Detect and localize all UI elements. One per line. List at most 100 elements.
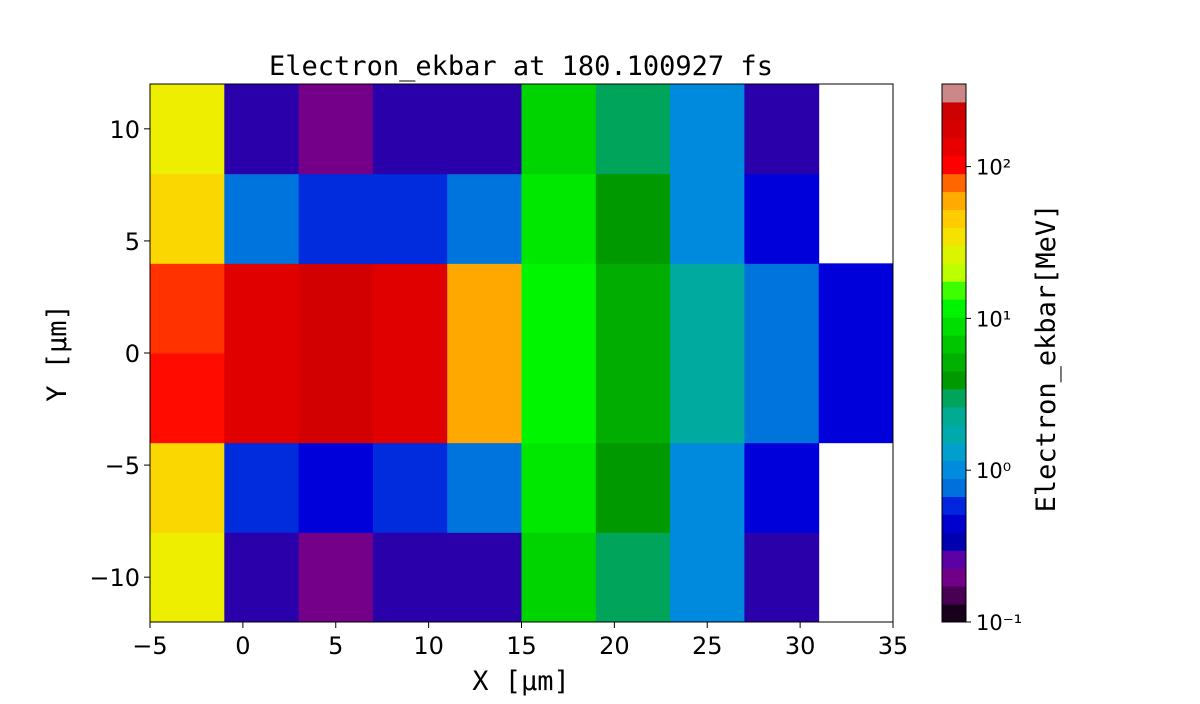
colorbar-band — [942, 119, 966, 139]
heatmap-cell — [372, 442, 448, 533]
x-tick-label: 20 — [599, 632, 630, 660]
colorbar-tick-label: 10⁰ — [976, 459, 1011, 483]
colorbar-band — [942, 388, 966, 408]
y-tick-label: −10 — [89, 564, 140, 592]
heatmap-cell — [521, 353, 597, 444]
heatmap-cell — [521, 84, 597, 175]
colorbar-band — [942, 550, 966, 569]
heatmap-cell — [372, 173, 448, 264]
colorbar-band — [942, 173, 966, 193]
x-tick-label: 0 — [235, 632, 250, 660]
colorbar-band — [942, 245, 966, 264]
colorbar-band — [942, 84, 966, 103]
colorbar-tick-label: 10² — [976, 156, 1011, 180]
x-tick-label: 25 — [692, 632, 723, 660]
heatmap-cell — [372, 84, 448, 175]
x-tick-label: 30 — [785, 632, 816, 660]
x-axis-label: X [μm] — [472, 666, 570, 697]
colorbar-band — [942, 281, 966, 300]
colorbar-band — [942, 406, 966, 426]
colorbar-band — [942, 353, 966, 372]
heatmap-cell — [224, 263, 300, 354]
heatmap-cell — [224, 442, 300, 533]
heatmap-cell — [521, 173, 597, 264]
heatmap-cell — [224, 532, 300, 623]
heatmap-cell — [150, 532, 225, 623]
heatmap-cell — [670, 353, 745, 444]
colorbar-band — [942, 209, 966, 228]
heatmap-cell — [744, 84, 820, 175]
colorbar-tick-label: 10¹ — [976, 307, 1011, 331]
colorbar-band — [942, 155, 966, 175]
y-tick-label: 0 — [125, 340, 140, 368]
heatmap-cell — [670, 173, 745, 264]
colorbar-band — [942, 101, 966, 121]
heatmap-cell — [744, 263, 820, 354]
heatmap-cell — [447, 173, 522, 264]
heatmap-cell — [670, 263, 745, 354]
heatmap-cell — [595, 84, 671, 175]
heatmap-cell — [298, 263, 374, 354]
colorbar-tick-label: 10⁻¹ — [976, 611, 1022, 635]
heatmap-cell — [595, 532, 671, 623]
x-tick-label: 10 — [413, 632, 444, 660]
colorbar-frame — [941, 83, 967, 623]
heatmap-cell — [595, 263, 671, 354]
heatmap-cell — [150, 263, 225, 354]
heatmap-cell — [744, 532, 820, 623]
heatmap-cell — [447, 442, 522, 533]
x-tick-label: −5 — [132, 632, 167, 660]
colorbar-band — [942, 137, 966, 157]
heatmap-cell — [595, 173, 671, 264]
heatmap-cell — [521, 442, 597, 533]
colorbar-band — [942, 227, 966, 246]
heatmap-cell — [372, 353, 448, 444]
colorbar-band — [942, 496, 966, 515]
colorbar-band — [942, 370, 966, 390]
heatmap-cell — [447, 263, 522, 354]
heatmap-cell — [595, 442, 671, 533]
heatmap-cell — [298, 532, 374, 623]
colorbar-band — [942, 424, 966, 444]
heatmap-cell — [150, 173, 225, 264]
heatmap-cell — [521, 263, 597, 354]
colorbar — [942, 84, 966, 623]
heatmap-cell — [298, 442, 374, 533]
heatmap-cell — [298, 84, 374, 175]
heatmap-cell — [372, 263, 448, 354]
heatmap-cell — [447, 353, 522, 444]
x-tick-label: 5 — [328, 632, 343, 660]
colorbar-label: Electron_ekbar[MeV] — [1031, 204, 1062, 513]
heatmap-cell — [818, 263, 894, 354]
heatmap-cell — [670, 84, 745, 175]
colorbar-band — [942, 568, 966, 587]
heatmap-cell — [595, 353, 671, 444]
heatmap-cell — [298, 173, 374, 264]
colorbar-band — [942, 263, 966, 282]
heatmap-cell — [224, 353, 300, 444]
colorbar-band — [942, 532, 966, 551]
colorbar-band — [942, 586, 966, 605]
heatmap — [150, 84, 894, 623]
colorbar-band — [942, 442, 966, 462]
heatmap-cell — [447, 532, 522, 623]
y-axis-label: Y [μm] — [42, 304, 73, 402]
heatmap-cell — [521, 532, 597, 623]
heatmap-cell — [224, 173, 300, 264]
x-tick-label: 35 — [878, 632, 909, 660]
y-tick-label: 10 — [109, 116, 140, 144]
heatmap-cell — [744, 442, 820, 533]
heatmap-cell — [670, 442, 745, 533]
heatmap-cell — [150, 353, 225, 444]
y-tick-label: −5 — [105, 452, 140, 480]
colorbar-band — [942, 460, 966, 480]
heatmap-cell — [744, 173, 820, 264]
heatmap-cell — [150, 84, 225, 175]
heatmap-cell — [670, 532, 745, 623]
chart-title: Electron_ekbar at 180.100927 fs — [269, 51, 773, 82]
colorbar-band — [942, 317, 966, 336]
heatmap-cell — [372, 532, 448, 623]
y-tick-label: 5 — [125, 228, 140, 256]
heatmap-cell — [298, 353, 374, 444]
heatmap-cell — [744, 353, 820, 444]
